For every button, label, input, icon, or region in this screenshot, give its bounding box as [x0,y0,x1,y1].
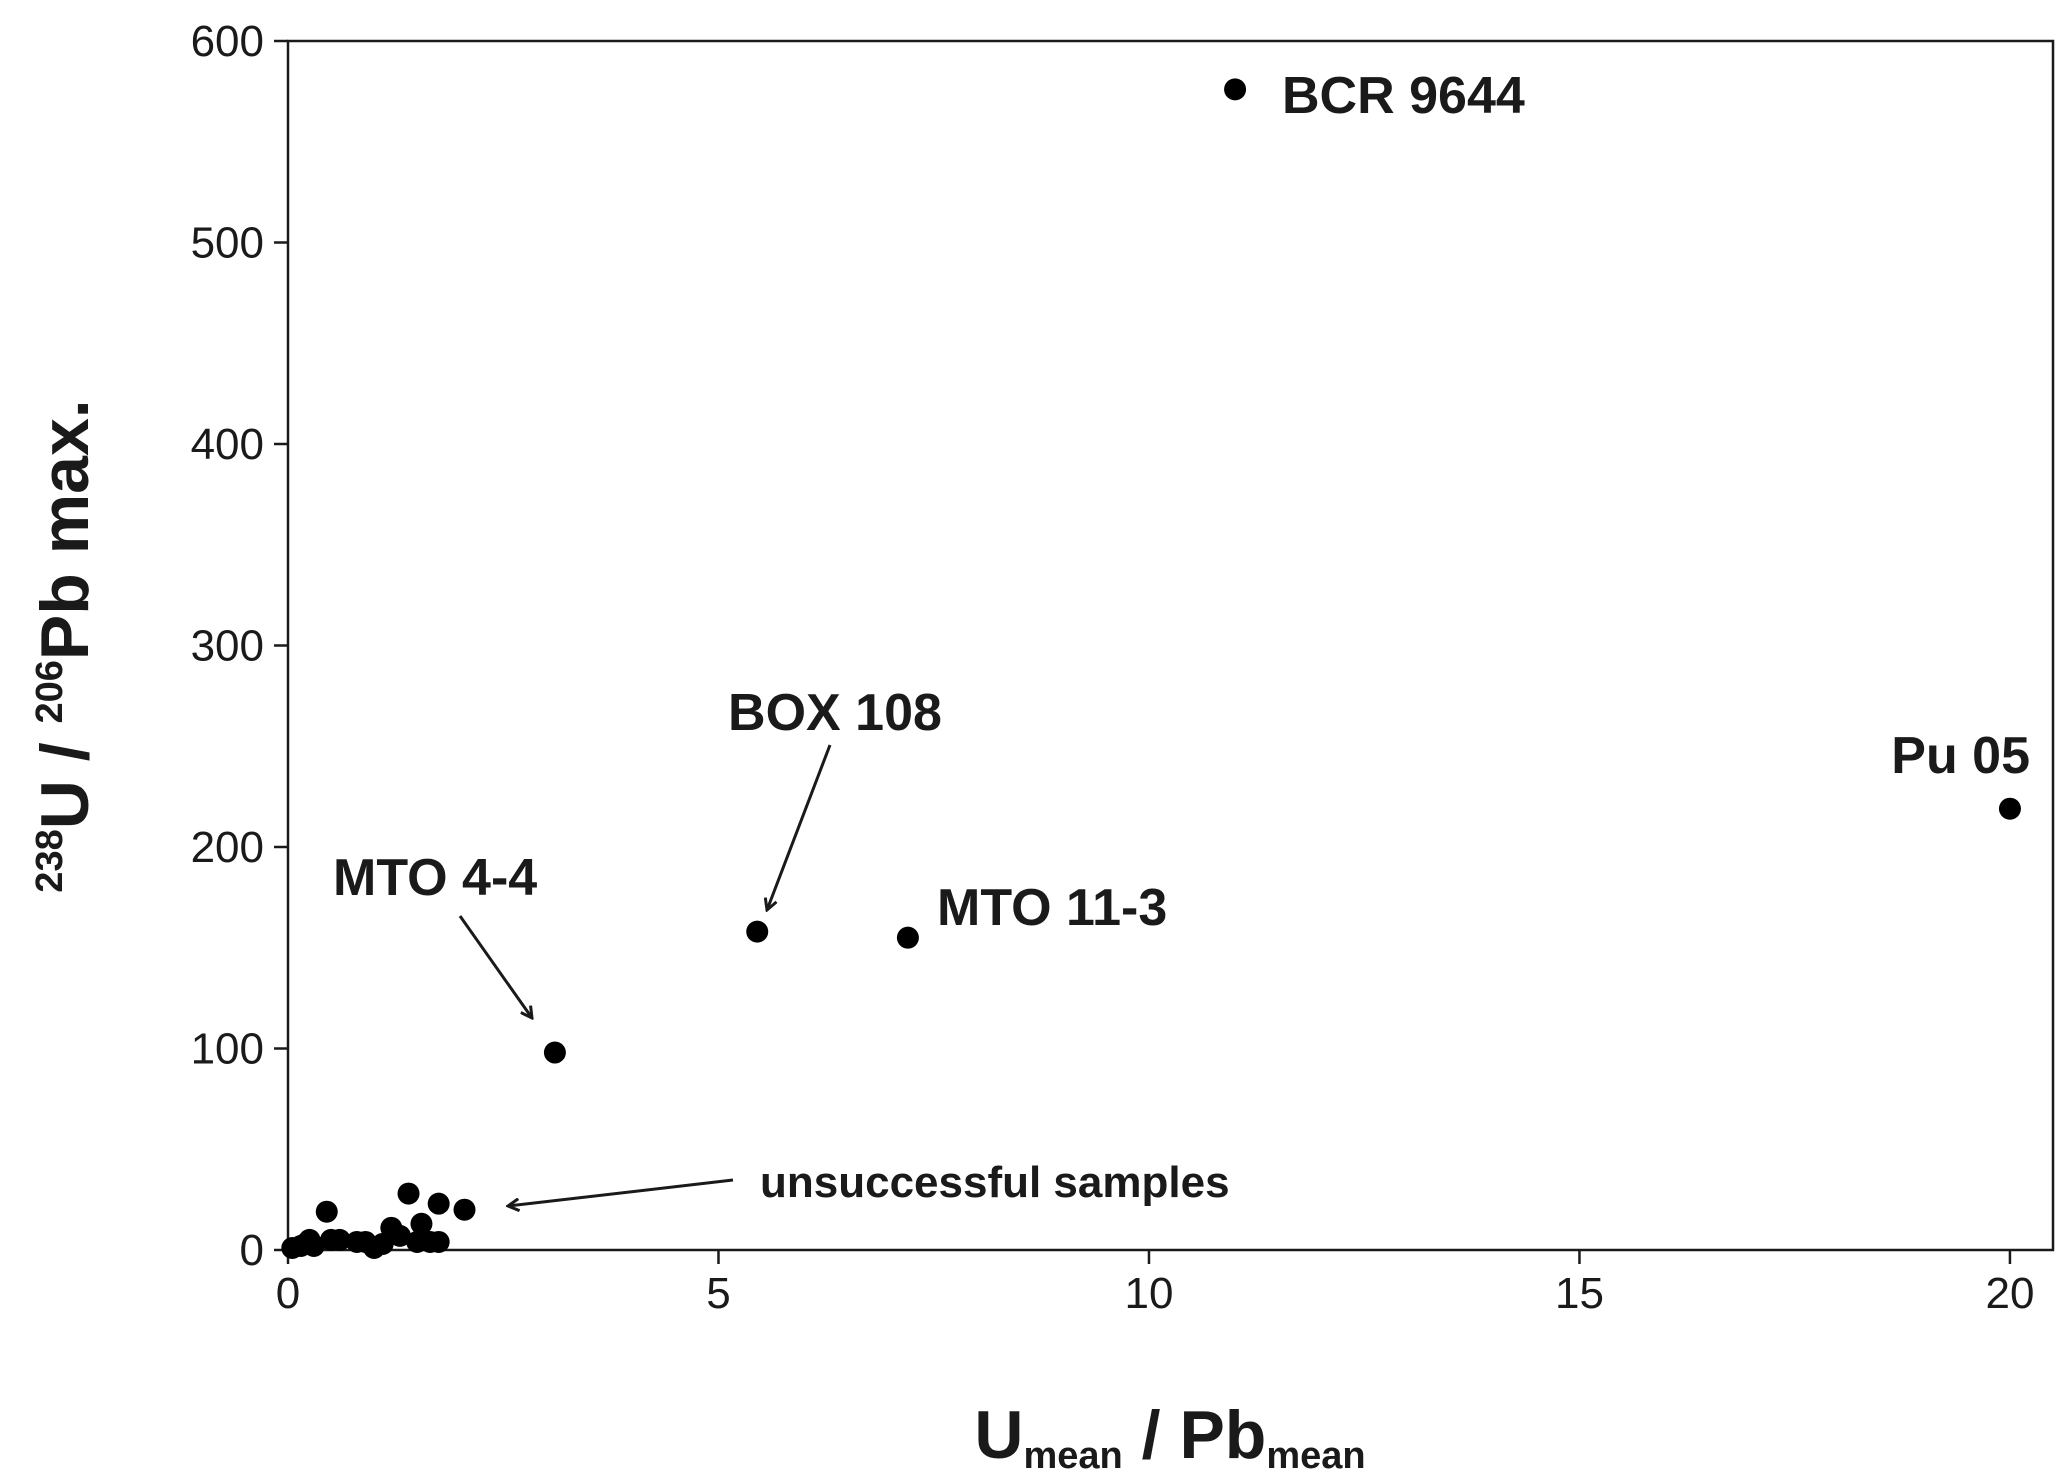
x-tick-label: 5 [706,1269,730,1318]
y-axis-title: 238U / 206Pb max. [27,399,103,892]
x-axis-title: Umean / Pbmean [974,1397,1365,1477]
label-box-108: BOX 108 [728,684,942,742]
label-bcr-9644: BCR 9644 [1282,67,1525,125]
data-point [388,1224,411,1247]
data-point [543,1041,566,1064]
data-point [453,1198,476,1221]
y-tick-label: 100 [191,1025,264,1074]
y-tick-label: 500 [191,219,264,268]
x-axis-ticks: 0 5 10 15 20 [276,1250,2034,1318]
label-pu-05: Pu 05 [1891,727,2030,785]
x-tick-label: 10 [1124,1269,1173,1318]
plot-frame [286,39,2055,1252]
y-tick-label: 400 [191,420,264,469]
y-axis-title-part1: U / [27,723,103,829]
data-point [397,1182,420,1205]
arrow-unsuccessful-samples [508,1178,734,1206]
data-point [1998,797,2021,820]
data-point [302,1234,325,1257]
data-point [328,1228,351,1251]
y-tick-label: 600 [191,17,264,66]
x-axis-title-part2: Pb [1179,1397,1266,1473]
label-unsuccessful-samples: unsuccessful samples [760,1158,1230,1207]
y-axis-title-sup1: 238 [29,829,71,892]
x-axis-title-sub1: mean [1023,1435,1122,1477]
data-point [746,920,769,943]
data-point [371,1232,394,1255]
y-tick-label: 0 [240,1226,264,1275]
data-point [427,1230,450,1253]
y-tick-label: 200 [191,823,264,872]
x-tick-label: 15 [1555,1269,1604,1318]
y-axis-ticks: 0 100 200 300 400 500 600 [191,17,288,1275]
x-axis-title-part1: U [974,1397,1023,1473]
data-point [315,1200,338,1223]
arrow-mto-4-4 [458,915,532,1018]
data-points [281,78,2021,1259]
x-axis-title-sub2: mean [1266,1435,1365,1477]
y-axis-title-part2: Pb max. [27,399,103,660]
data-point [1224,78,1247,101]
arrow-box-108 [767,744,832,910]
data-point [427,1192,450,1215]
y-axis-title-sup2: 206 [29,660,71,723]
label-mto-11-3: MTO 11-3 [937,879,1167,937]
x-tick-label: 20 [1985,1269,2034,1318]
x-tick-label: 0 [276,1269,300,1318]
x-axis-title-sep: / [1123,1397,1180,1473]
data-point [410,1212,433,1235]
label-mto-4-4: MTO 4-4 [333,849,537,907]
y-tick-label: 300 [191,622,264,671]
data-point [896,926,919,949]
